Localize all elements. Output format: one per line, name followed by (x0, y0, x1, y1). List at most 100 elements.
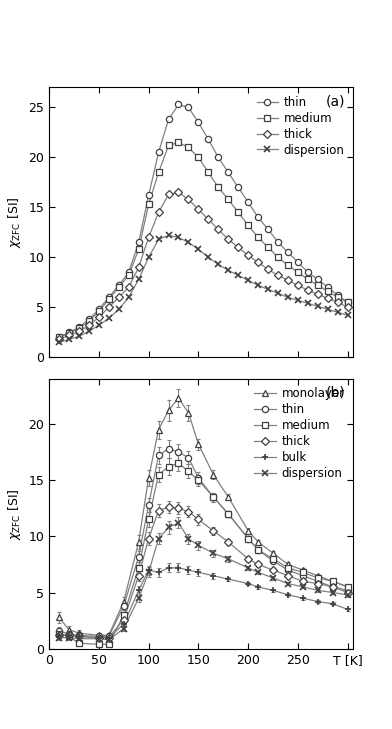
thin (286, 248, 290, 257)
thick (256, 258, 261, 267)
thin (236, 183, 241, 192)
medium (226, 195, 230, 204)
thick (325, 294, 330, 303)
medium (336, 293, 340, 302)
medium (106, 295, 111, 304)
medium (122, 611, 126, 620)
thick (87, 321, 91, 330)
thick (136, 572, 141, 580)
thick (146, 534, 151, 543)
monolayer (146, 474, 151, 483)
medium (67, 632, 71, 641)
medium (106, 640, 111, 649)
thick (216, 225, 221, 234)
Line: thick: thick (56, 190, 351, 343)
bulk (67, 631, 71, 639)
thick (96, 313, 101, 321)
thick (176, 188, 181, 197)
medium (76, 639, 81, 647)
medium (216, 183, 221, 192)
medium (76, 324, 81, 332)
dispersion (330, 588, 335, 597)
dispersion (316, 302, 320, 311)
medium (56, 630, 61, 639)
thin (176, 448, 181, 456)
dispersion (106, 314, 111, 323)
thin (226, 510, 230, 518)
thick (266, 265, 270, 274)
bulk (196, 568, 201, 577)
Text: (a): (a) (326, 94, 345, 108)
medium (316, 574, 320, 582)
dispersion (345, 311, 350, 320)
thick (246, 251, 250, 260)
thin (336, 291, 340, 300)
thick (96, 634, 101, 642)
monolayer (176, 394, 181, 402)
thin (76, 631, 81, 639)
dispersion (106, 636, 111, 644)
dispersion (96, 634, 101, 643)
dispersion (156, 235, 161, 243)
thick (286, 572, 290, 580)
thin (67, 328, 71, 337)
thin (106, 632, 111, 641)
thick (156, 208, 161, 217)
thick (296, 281, 300, 289)
thin (156, 451, 161, 460)
thick (186, 507, 191, 516)
thick (345, 588, 350, 597)
thin (87, 315, 91, 324)
medium (296, 268, 300, 277)
thin (166, 115, 171, 124)
monolayer (156, 425, 161, 434)
medium (330, 577, 335, 585)
medium (176, 459, 181, 467)
bulk (96, 634, 101, 642)
thick (206, 215, 211, 224)
dispersion (67, 634, 71, 642)
medium (236, 208, 241, 217)
medium (256, 233, 261, 242)
bulk (345, 605, 350, 614)
Line: thin: thin (56, 101, 351, 340)
bulk (330, 599, 335, 608)
monolayer (67, 625, 71, 634)
thick (271, 566, 276, 574)
thin (146, 501, 151, 510)
monolayer (96, 631, 101, 639)
medium (325, 287, 330, 296)
medium (286, 261, 290, 270)
thin (211, 493, 216, 502)
dispersion (256, 281, 261, 289)
thick (136, 263, 141, 272)
thin (126, 268, 131, 277)
dispersion (146, 568, 151, 577)
dispersion (96, 321, 101, 330)
dispersion (286, 580, 290, 588)
dispersion (246, 564, 250, 572)
dispersion (146, 253, 151, 262)
thick (211, 526, 216, 535)
Y-axis label: $\chi_{\mathrm{ZFC}}$ [SI]: $\chi_{\mathrm{ZFC}}$ [SI] (6, 197, 23, 249)
dispersion (256, 568, 261, 577)
monolayer (76, 628, 81, 637)
thick (67, 631, 71, 639)
thick (126, 283, 131, 292)
dispersion (166, 231, 171, 240)
thick (336, 298, 340, 307)
bulk (146, 566, 151, 574)
thin (96, 305, 101, 313)
thin (136, 238, 141, 247)
dispersion (301, 582, 305, 591)
Line: bulk: bulk (56, 565, 351, 641)
bulk (106, 634, 111, 642)
medium (96, 307, 101, 316)
bulk (56, 631, 61, 639)
monolayer (196, 440, 201, 448)
dispersion (126, 293, 131, 302)
medium (246, 534, 250, 543)
medium (156, 168, 161, 177)
thick (166, 190, 171, 199)
bulk (176, 564, 181, 572)
